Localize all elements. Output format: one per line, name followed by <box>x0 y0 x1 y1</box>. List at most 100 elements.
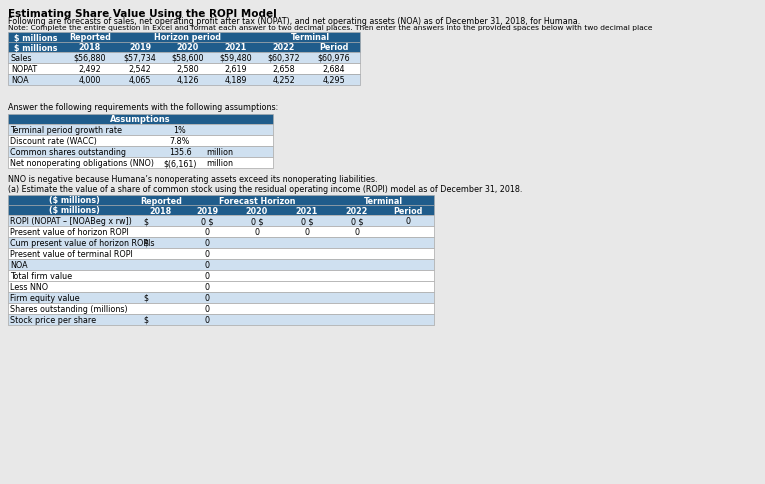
Bar <box>8 248 434 259</box>
Text: 4,295: 4,295 <box>323 76 345 85</box>
Text: Present value of horizon ROPI: Present value of horizon ROPI <box>10 227 129 237</box>
Text: 0: 0 <box>255 227 259 237</box>
Bar <box>8 238 434 248</box>
Text: Assumptions: Assumptions <box>110 115 171 124</box>
Text: Common shares outstanding: Common shares outstanding <box>10 148 126 157</box>
Bar <box>8 196 434 206</box>
Bar <box>8 125 273 136</box>
Bar <box>8 303 434 314</box>
Text: Net nonoperating obligations (NNO): Net nonoperating obligations (NNO) <box>10 159 154 167</box>
Text: 4,126: 4,126 <box>177 76 199 85</box>
Text: ($ millions): ($ millions) <box>48 196 99 205</box>
Text: 2,492: 2,492 <box>79 65 102 74</box>
Text: $60,976: $60,976 <box>317 54 350 63</box>
Text: Shares outstanding (millions): Shares outstanding (millions) <box>10 304 128 313</box>
Text: 0: 0 <box>204 260 210 270</box>
Text: 0: 0 <box>204 249 210 258</box>
Text: 2018: 2018 <box>79 44 101 52</box>
Text: 4,065: 4,065 <box>129 76 151 85</box>
Bar <box>8 43 360 53</box>
Bar <box>8 227 434 238</box>
Text: 0: 0 <box>204 316 210 324</box>
Bar <box>8 206 434 215</box>
Text: million: million <box>206 159 233 167</box>
Text: Estimating Share Value Using the ROPI Model: Estimating Share Value Using the ROPI Mo… <box>8 9 277 19</box>
Text: Horizon period: Horizon period <box>155 33 222 43</box>
Text: 2021: 2021 <box>225 44 247 52</box>
Text: 0: 0 <box>405 216 411 226</box>
Bar <box>8 33 360 43</box>
Text: $57,734: $57,734 <box>124 54 156 63</box>
Text: Forecast Horizon: Forecast Horizon <box>219 196 295 205</box>
Bar <box>8 136 273 147</box>
Text: 4,252: 4,252 <box>272 76 295 85</box>
Text: 2,619: 2,619 <box>225 65 247 74</box>
Text: 2022: 2022 <box>346 206 368 215</box>
Text: Period: Period <box>393 206 423 215</box>
Bar <box>8 248 434 259</box>
Bar <box>8 271 434 281</box>
Bar <box>8 158 273 168</box>
Text: 2021: 2021 <box>296 206 318 215</box>
Bar <box>8 292 434 303</box>
Text: Period: Period <box>319 44 349 52</box>
Text: NNO is negative because Humana’s nonoperating assets exceed its nonoperating lia: NNO is negative because Humana’s nonoper… <box>8 175 377 184</box>
Text: Stock price per share: Stock price per share <box>10 316 96 324</box>
Text: 2018: 2018 <box>150 206 172 215</box>
Text: 2,658: 2,658 <box>272 65 295 74</box>
Text: NOPAT: NOPAT <box>11 65 37 74</box>
Text: Sales: Sales <box>11 54 32 63</box>
Text: Answer the following requirements with the following assumptions:: Answer the following requirements with t… <box>8 102 278 111</box>
Text: 4,189: 4,189 <box>225 76 247 85</box>
Bar <box>8 281 434 292</box>
Text: 0 $: 0 $ <box>251 216 263 226</box>
Text: $: $ <box>143 239 148 247</box>
Text: $: $ <box>143 293 148 302</box>
Bar <box>8 215 434 227</box>
Bar <box>8 259 434 271</box>
Text: (a) Estimate the value of a share of common stock using the residual operating i: (a) Estimate the value of a share of com… <box>8 185 522 194</box>
Text: $ millions: $ millions <box>15 44 57 52</box>
Text: Following are forecasts of sales, net operating profit after tax (NOPAT), and ne: Following are forecasts of sales, net op… <box>8 17 580 26</box>
Text: $(6,161): $(6,161) <box>163 159 197 167</box>
Text: $59,480: $59,480 <box>220 54 252 63</box>
Bar <box>8 64 360 75</box>
Bar <box>8 259 434 271</box>
Text: NOA: NOA <box>10 260 28 270</box>
Text: Discount rate (WACC): Discount rate (WACC) <box>10 136 97 146</box>
Text: 0 $: 0 $ <box>301 216 313 226</box>
Bar <box>8 281 434 292</box>
Text: 2020: 2020 <box>246 206 268 215</box>
Text: Present value of terminal ROPI: Present value of terminal ROPI <box>10 249 133 258</box>
Text: $58,600: $58,600 <box>172 54 204 63</box>
Bar <box>8 238 434 248</box>
Bar <box>8 314 434 325</box>
Bar <box>8 75 360 86</box>
Text: $: $ <box>143 216 148 226</box>
Text: $ millions: $ millions <box>15 33 57 43</box>
Text: Note: Complete the entire question in Excel and format each answer to two decima: Note: Complete the entire question in Ex… <box>8 25 653 31</box>
Bar <box>8 271 434 281</box>
Text: 1%: 1% <box>174 126 187 135</box>
Bar <box>8 227 434 238</box>
Text: 0: 0 <box>204 272 210 280</box>
Text: Total firm value: Total firm value <box>10 272 72 280</box>
Text: 0: 0 <box>204 293 210 302</box>
Bar <box>8 215 434 227</box>
Text: 2020: 2020 <box>177 44 199 52</box>
Text: $60,372: $60,372 <box>268 54 301 63</box>
Text: 0 $: 0 $ <box>200 216 213 226</box>
Text: $56,880: $56,880 <box>73 54 106 63</box>
Text: Firm equity value: Firm equity value <box>10 293 80 302</box>
Text: 2,684: 2,684 <box>323 65 345 74</box>
Text: 0: 0 <box>204 239 210 247</box>
Text: 2022: 2022 <box>273 44 295 52</box>
Text: 0: 0 <box>204 304 210 313</box>
Text: Reported: Reported <box>69 33 111 43</box>
Text: Terminal period growth rate: Terminal period growth rate <box>10 126 122 135</box>
Text: 2019: 2019 <box>196 206 218 215</box>
Text: 0 $: 0 $ <box>350 216 363 226</box>
Text: $: $ <box>143 316 148 324</box>
Bar <box>8 53 360 64</box>
Text: million: million <box>206 148 233 157</box>
